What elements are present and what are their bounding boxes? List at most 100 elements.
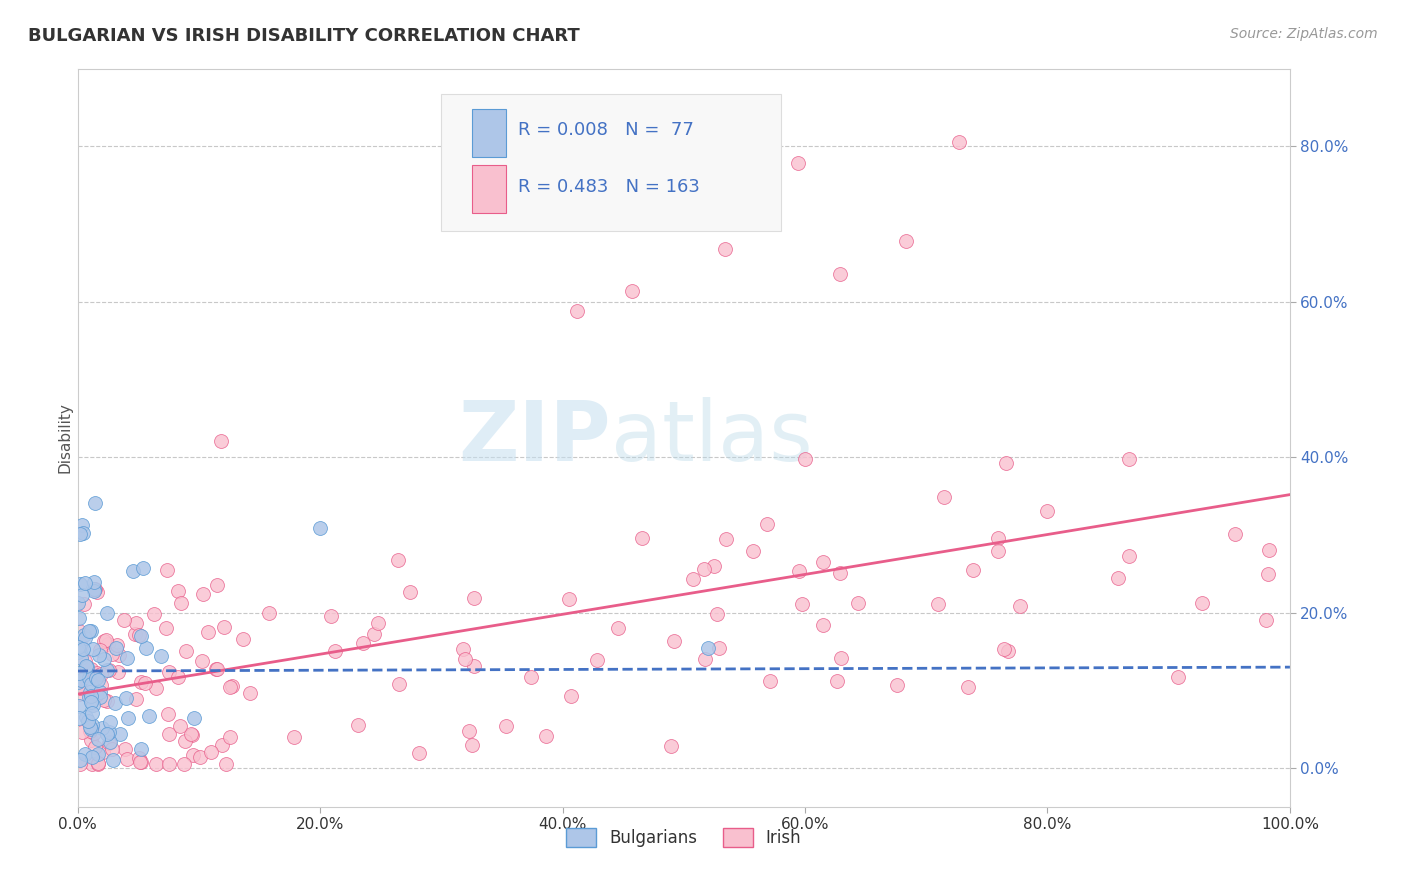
Point bbox=[121, 564, 143, 578]
Point bbox=[461, 739, 484, 753]
Point bbox=[80, 677, 103, 691]
Point bbox=[631, 531, 654, 545]
Point bbox=[451, 642, 474, 657]
Point bbox=[212, 619, 235, 633]
Point bbox=[388, 677, 411, 691]
Point bbox=[101, 647, 124, 661]
Point bbox=[209, 434, 232, 448]
Point bbox=[211, 738, 233, 752]
Point bbox=[87, 648, 110, 663]
Point bbox=[67, 711, 90, 725]
Point bbox=[283, 730, 305, 744]
Point bbox=[80, 690, 103, 704]
Point bbox=[567, 304, 589, 318]
Point bbox=[219, 730, 242, 744]
Point bbox=[117, 752, 139, 766]
Point bbox=[73, 747, 96, 761]
Point bbox=[125, 692, 148, 706]
Point bbox=[83, 583, 105, 598]
Point bbox=[87, 732, 110, 747]
Point bbox=[387, 553, 409, 567]
Point bbox=[987, 544, 1010, 558]
Text: R = 0.483   N = 163: R = 0.483 N = 163 bbox=[517, 178, 700, 195]
Point bbox=[828, 268, 851, 282]
Point bbox=[83, 739, 105, 754]
Point bbox=[69, 526, 91, 541]
Point bbox=[191, 586, 214, 600]
Point bbox=[399, 585, 422, 599]
Point bbox=[80, 662, 103, 676]
Point bbox=[811, 555, 834, 569]
Point bbox=[993, 641, 1015, 656]
Point bbox=[994, 456, 1017, 470]
Point bbox=[67, 687, 90, 701]
Point bbox=[80, 718, 103, 732]
Point bbox=[83, 574, 105, 589]
Point bbox=[73, 576, 96, 591]
Point bbox=[238, 686, 260, 700]
Point bbox=[997, 644, 1019, 658]
Point bbox=[79, 685, 101, 699]
Point bbox=[454, 652, 477, 666]
Point bbox=[70, 672, 93, 686]
Point bbox=[519, 670, 541, 684]
Point bbox=[170, 596, 193, 610]
Point bbox=[586, 653, 609, 667]
Point bbox=[363, 627, 385, 641]
Point bbox=[80, 733, 103, 747]
Point bbox=[932, 490, 955, 504]
Point bbox=[1118, 451, 1140, 466]
Point bbox=[87, 747, 110, 762]
Point bbox=[82, 750, 104, 764]
Point bbox=[662, 633, 685, 648]
Point bbox=[114, 742, 136, 756]
Point bbox=[104, 696, 127, 710]
Point bbox=[96, 693, 118, 707]
Point bbox=[73, 654, 96, 668]
Point bbox=[825, 673, 848, 688]
Text: Source: ZipAtlas.com: Source: ZipAtlas.com bbox=[1230, 27, 1378, 41]
Point bbox=[534, 729, 557, 743]
Point bbox=[69, 681, 91, 695]
Point bbox=[709, 640, 731, 655]
Point bbox=[132, 561, 155, 575]
Point bbox=[124, 616, 146, 631]
Point bbox=[131, 755, 153, 769]
Point bbox=[70, 640, 93, 655]
Point bbox=[157, 756, 180, 771]
Point bbox=[89, 690, 111, 704]
Point bbox=[695, 652, 717, 666]
Point bbox=[180, 727, 202, 741]
Point bbox=[89, 685, 111, 699]
Point bbox=[956, 680, 979, 694]
Point bbox=[114, 691, 136, 706]
Point bbox=[145, 757, 167, 772]
Point bbox=[367, 615, 389, 630]
Point bbox=[84, 582, 107, 596]
Point bbox=[75, 631, 97, 645]
Point bbox=[86, 756, 108, 771]
Point bbox=[80, 723, 103, 737]
Bar bbox=[471, 164, 506, 212]
Point bbox=[104, 640, 127, 655]
Point bbox=[221, 679, 243, 693]
Point bbox=[117, 711, 139, 725]
Point bbox=[1191, 596, 1213, 610]
Point bbox=[76, 659, 98, 673]
Point bbox=[792, 598, 814, 612]
Point bbox=[108, 648, 131, 662]
Point bbox=[323, 644, 346, 658]
Point bbox=[115, 650, 138, 665]
Point bbox=[188, 749, 211, 764]
Point bbox=[830, 650, 852, 665]
Point bbox=[86, 665, 108, 680]
Point bbox=[93, 746, 115, 760]
Point bbox=[128, 750, 150, 764]
Point bbox=[183, 711, 205, 725]
Point bbox=[80, 624, 103, 638]
Point bbox=[89, 643, 111, 657]
Point bbox=[309, 521, 332, 535]
Point bbox=[560, 689, 582, 703]
Point bbox=[886, 678, 908, 692]
Point bbox=[697, 640, 720, 655]
